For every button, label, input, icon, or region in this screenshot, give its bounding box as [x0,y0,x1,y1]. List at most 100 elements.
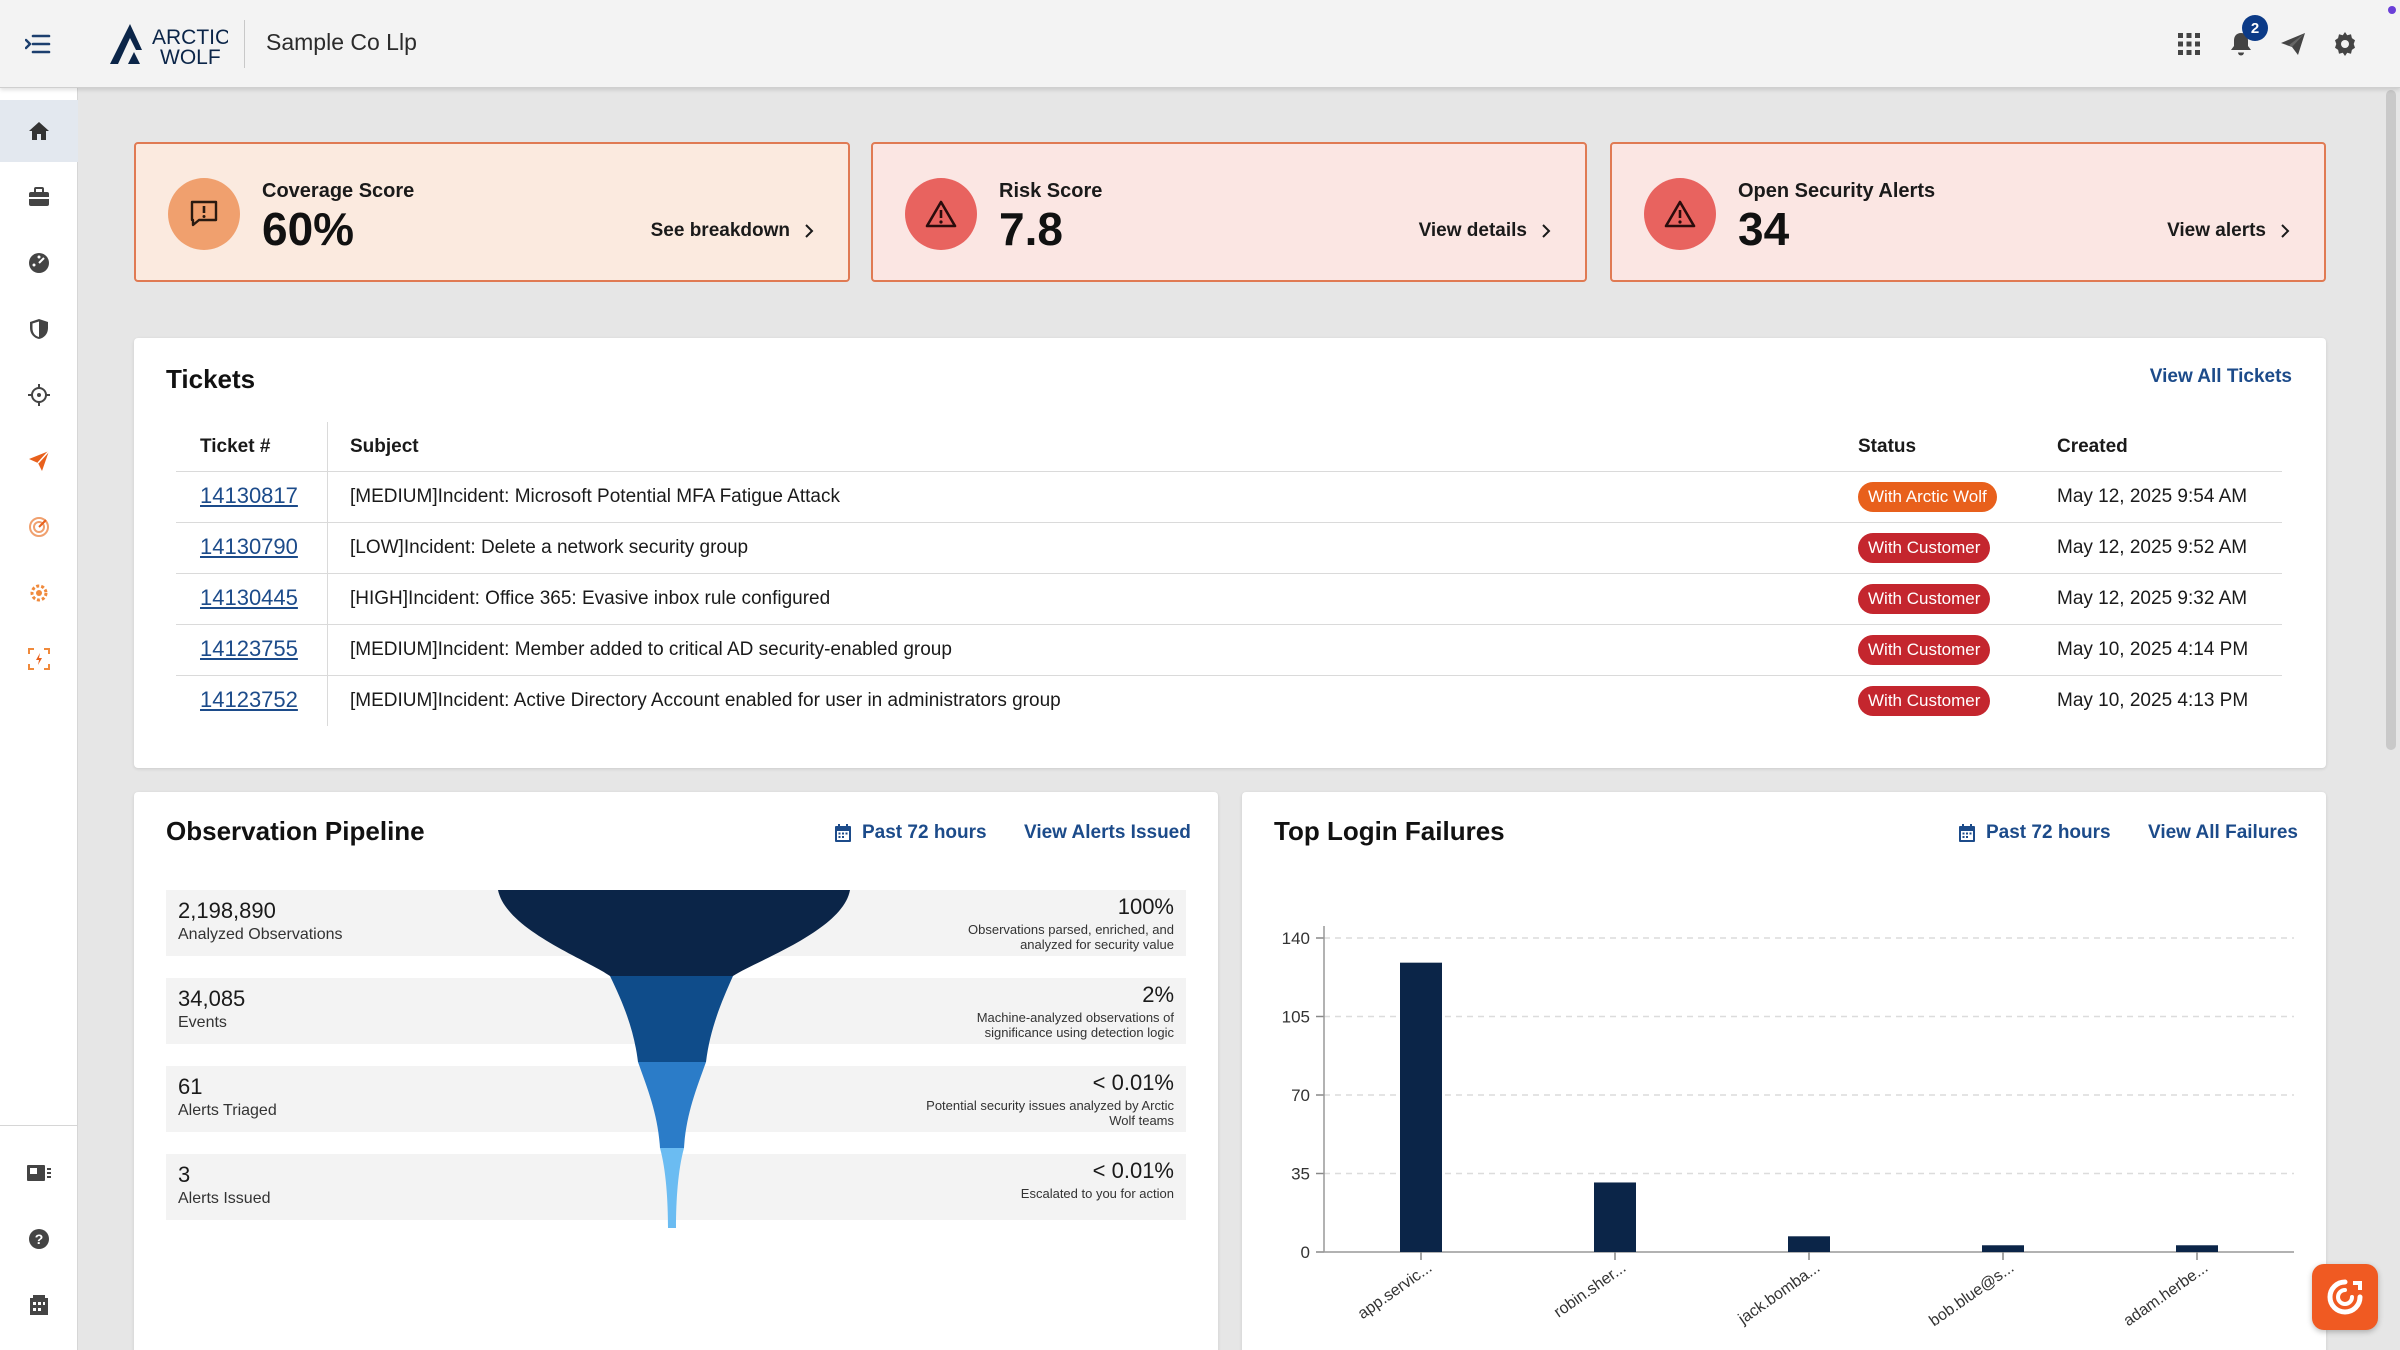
funnel-stage-alerts-triaged [638,1062,706,1148]
y-tick-label: 105 [1282,1008,1310,1027]
home-icon [29,122,49,140]
bar [1982,1245,2024,1252]
dashboard-gauge-icon [29,253,49,273]
pipeline-count: 61 [178,1074,203,1099]
pipeline-description: Machine-analyzed observations of signifi… [976,1010,1174,1040]
column-header-subject[interactable]: Subject [350,436,419,457]
status-dot [2388,6,2396,14]
ticket-number-link[interactable]: 14130817 [200,483,298,508]
view-alerts-issued-link[interactable]: View Alerts Issued [1024,822,1191,843]
x-tick-label: jack.bomba... [1735,1259,1824,1328]
page-scrollbar[interactable] [2386,90,2396,750]
notification-badge: 2 [2242,15,2268,41]
tickets-table: Ticket # Subject Status Created 14130817… [176,422,2282,727]
sidebar-item-organization[interactable] [0,1274,78,1336]
logo-text-wolf: WOLF [160,46,221,68]
bell-icon[interactable]: 2 [2226,15,2268,59]
pipeline-count: 2,198,890 [178,898,276,923]
sidebar-item-send[interactable] [0,430,78,492]
radar-icon [29,517,49,537]
risk-score-badge [905,178,977,250]
pipeline-label: Alerts Issued [178,1190,271,1207]
pipeline-count: 3 [178,1162,191,1187]
ticket-subject: [MEDIUM]Incident: Active Directory Accou… [350,690,1061,711]
news-icon [27,1165,51,1181]
sidebar-item-help[interactable]: ? [0,1208,78,1270]
y-tick-label: 35 [1291,1165,1310,1184]
sidebar-item-dashboard[interactable] [0,232,78,294]
risk-score-card[interactable]: Risk Score 7.8 View details [871,142,1587,282]
message-alert-icon [190,200,218,227]
status-badge: With Customer [1858,584,1991,614]
help-icon: ? [29,1229,49,1249]
status-badge: With Arctic Wolf [1858,482,1997,512]
column-header-ticket[interactable]: Ticket # [200,436,271,457]
ticket-subject: [MEDIUM]Incident: Member added to critic… [350,639,952,660]
assistant-launcher-button[interactable] [2312,1264,2378,1330]
sidebar-item-news[interactable] [0,1142,78,1204]
x-tick-label: app.servic... [1355,1259,1435,1322]
sidebar-item-settings-tools[interactable] [0,562,78,624]
briefcase-icon [29,187,49,206]
view-details-link[interactable]: View details [1419,220,1551,242]
ticket-subject: [LOW]Incident: Delete a network security… [350,537,749,558]
view-all-tickets-link[interactable]: View All Tickets [2149,366,2292,387]
arctic-wolf-logo[interactable]: ARCTIC WOLF [108,20,230,69]
view-alerts-link[interactable]: View alerts [2167,220,2290,242]
y-tick-label: 70 [1291,1086,1310,1105]
ticket-created: May 12, 2025 9:54 AM [2057,486,2248,507]
login-failures-bar-chart: 0 35 70 105 140 app.servic... robin.sher... jac… [1282,926,2294,1330]
bar [1400,962,1442,1252]
coverage-score-value: 60% [262,203,355,255]
ticket-number-link[interactable]: 14130445 [200,585,298,610]
sidebar-item-targets[interactable] [0,364,78,426]
risk-score-value: 7.8 [999,203,1063,255]
pipeline-range-selector[interactable]: Past 72 hours [834,822,987,844]
pipeline-range-label: Past 72 hours [862,822,987,843]
pipeline-percent: < 0.01% [1092,1070,1174,1095]
tickets-panel: Tickets View All Tickets Ticket # Subjec… [134,338,2326,768]
bar [1594,1182,1636,1252]
sidebar-item-radar[interactable] [0,496,78,558]
coverage-score-card[interactable]: Coverage Score 60% See breakdown [134,142,850,282]
sidebar-item-scan[interactable] [0,628,78,690]
ticket-number-link[interactable]: 14130790 [200,534,298,559]
chevron-right-icon [805,224,814,238]
gear-icon[interactable] [2330,29,2360,59]
sidebar-divider [0,1125,78,1126]
sidebar-item-security[interactable] [0,298,78,360]
pipeline-label: Analyzed Observations [178,926,343,943]
table-row: 14130445 [HIGH]Incident: Office 365: Eva… [176,574,2282,625]
sidebar-item-cases[interactable] [0,166,78,228]
pipeline-title: Observation Pipeline [166,816,425,846]
pipeline-percent: < 0.01% [1092,1158,1174,1183]
pipeline-description: Escalated to you for action [1020,1186,1174,1201]
menu-toggle-icon[interactable] [20,26,56,62]
building-icon [30,1295,48,1315]
pipeline-percent: 2% [1142,982,1174,1007]
bar [2176,1245,2218,1252]
paper-plane-icon[interactable] [2278,29,2308,59]
chevron-right-icon [2281,224,2290,238]
pipeline-funnel [498,890,850,1228]
ticket-number-link[interactable]: 14123755 [200,636,298,661]
ticket-number-link[interactable]: 14123752 [200,687,298,712]
failures-range-selector[interactable]: Past 72 hours [1958,822,2111,844]
coverage-score-label: Coverage Score [262,180,415,202]
calendar-icon [1959,824,1975,842]
column-header-status[interactable]: Status [1858,436,1917,457]
open-alerts-card[interactable]: Open Security Alerts 34 View alerts [1610,142,2326,282]
table-row: 14123752 [MEDIUM]Incident: Active Direct… [176,676,2282,727]
apps-grid-icon[interactable] [2174,29,2204,59]
view-all-failures-link[interactable]: View All Failures [2148,822,2298,843]
org-name[interactable]: Sample Co Llp [266,29,417,55]
top-icons: 2 [2174,15,2360,64]
warning-triangle-icon [925,200,957,228]
view-alerts-label: View alerts [2167,220,2266,241]
column-header-created[interactable]: Created [2057,436,2128,457]
x-tick-label: bob.blue@s... [1926,1259,2017,1330]
sidebar-item-home[interactable] [0,100,78,162]
table-row: 14130817 [MEDIUM]Incident: Microsoft Pot… [176,472,2282,523]
failures-range-label: Past 72 hours [1986,822,2111,843]
see-breakdown-link[interactable]: See breakdown [651,220,814,242]
